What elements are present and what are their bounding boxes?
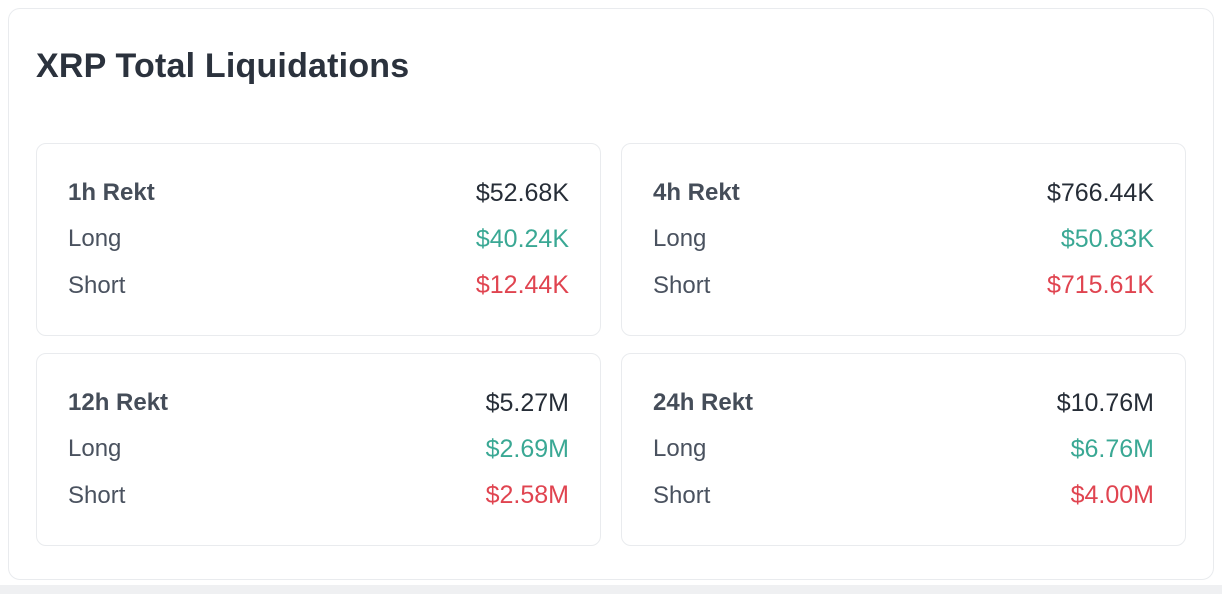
card-long-row: Long $2.69M	[68, 426, 569, 472]
liquidation-card-12h: 12h Rekt $5.27M Long $2.69M Short $2.58M	[36, 353, 601, 546]
total-value: $766.44K	[1046, 178, 1154, 207]
card-total-row: 24h Rekt $10.76M	[653, 380, 1154, 426]
short-value: $12.44K	[475, 271, 569, 300]
card-short-row: Short $12.44K	[68, 263, 569, 309]
card-total-row: 1h Rekt $52.68K	[68, 170, 569, 216]
liquidation-card-4h: 4h Rekt $766.44K Long $50.83K Short $715…	[621, 143, 1186, 336]
long-label: Long	[68, 225, 122, 253]
long-value: $40.24K	[475, 224, 569, 253]
card-short-row: Short $4.00M	[653, 473, 1154, 519]
long-value: $50.83K	[1060, 224, 1154, 253]
short-value: $2.58M	[485, 481, 569, 510]
card-long-row: Long $40.24K	[68, 216, 569, 262]
liquidations-panel: XRP Total Liquidations 1h Rekt $52.68K L…	[8, 8, 1214, 580]
short-value: $4.00M	[1070, 481, 1154, 510]
long-value: $2.69M	[485, 434, 569, 463]
period-label: 1h Rekt	[68, 179, 155, 207]
total-value: $10.76M	[1056, 388, 1154, 417]
long-label: Long	[653, 435, 707, 463]
page-title: XRP Total Liquidations	[36, 47, 410, 85]
liquidation-card-24h: 24h Rekt $10.76M Long $6.76M Short $4.00…	[621, 353, 1186, 546]
total-value: $5.27M	[485, 388, 569, 417]
short-value: $715.61K	[1046, 271, 1154, 300]
liquidation-card-1h: 1h Rekt $52.68K Long $40.24K Short $12.4…	[36, 143, 601, 336]
card-short-row: Short $2.58M	[68, 473, 569, 519]
page-background-strip	[0, 585, 1222, 594]
total-value: $52.68K	[475, 178, 569, 207]
period-label: 12h Rekt	[68, 389, 169, 417]
short-label: Short	[653, 481, 711, 509]
short-label: Short	[68, 481, 126, 509]
card-long-row: Long $50.83K	[653, 216, 1154, 262]
long-label: Long	[653, 225, 707, 253]
period-label: 4h Rekt	[653, 179, 740, 207]
card-total-row: 12h Rekt $5.27M	[68, 380, 569, 426]
long-value: $6.76M	[1070, 434, 1154, 463]
short-label: Short	[653, 271, 711, 299]
long-label: Long	[68, 435, 122, 463]
short-label: Short	[68, 271, 126, 299]
card-long-row: Long $6.76M	[653, 426, 1154, 472]
card-short-row: Short $715.61K	[653, 263, 1154, 309]
card-total-row: 4h Rekt $766.44K	[653, 170, 1154, 216]
liquidation-cards-grid: 1h Rekt $52.68K Long $40.24K Short $12.4…	[36, 143, 1186, 546]
period-label: 24h Rekt	[653, 389, 754, 417]
